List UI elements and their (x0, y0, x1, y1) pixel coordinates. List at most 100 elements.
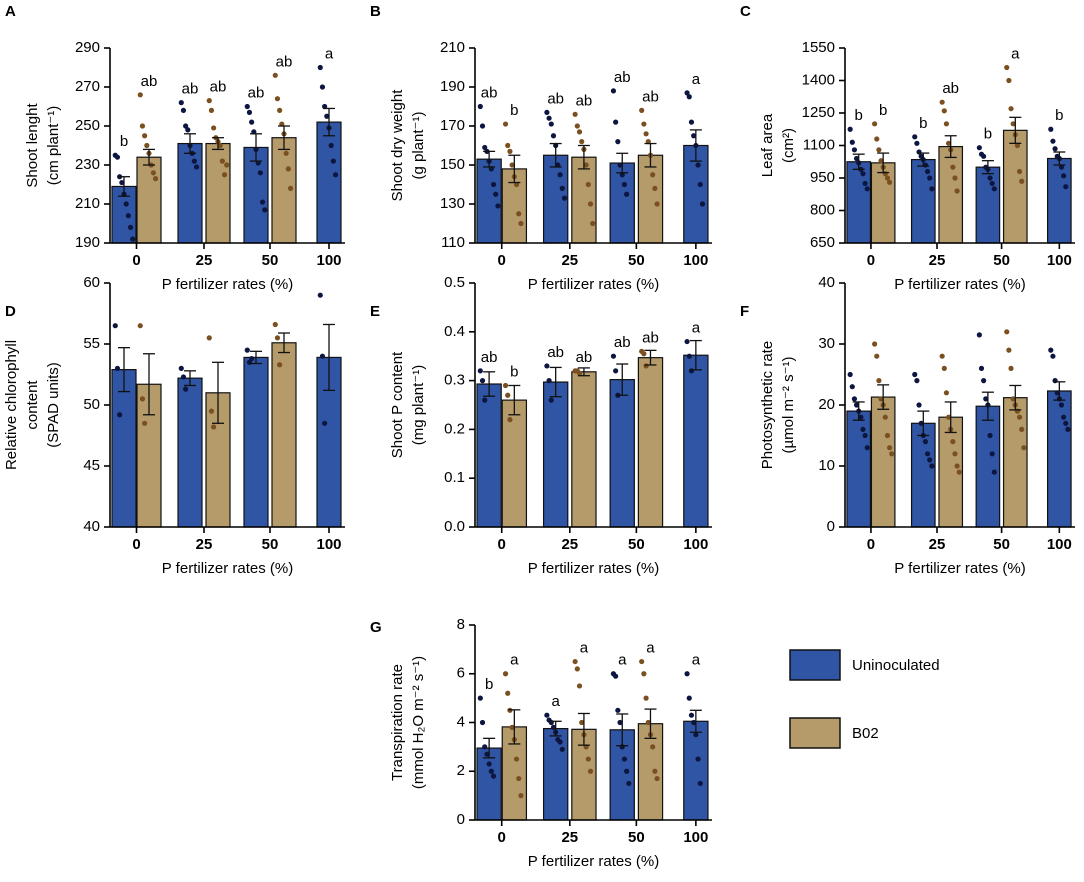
x-axis-label: P fertilizer rates (%) (894, 276, 1025, 293)
data-point (585, 181, 591, 188)
data-point (1054, 390, 1060, 396)
data-point (693, 732, 699, 738)
data-point (482, 744, 488, 750)
data-point (849, 139, 855, 145)
significance-letter: ab (642, 329, 659, 346)
data-point (285, 166, 291, 172)
y-tick-label: 190 (75, 234, 100, 251)
significance-letter: b (1055, 107, 1063, 124)
bar (243, 356, 269, 528)
data-point (114, 154, 121, 160)
data-point (583, 162, 589, 168)
data-point (695, 162, 701, 168)
data-point (513, 756, 520, 762)
data-point (922, 439, 929, 445)
data-point (617, 719, 623, 726)
data-point (929, 463, 935, 469)
data-point (490, 181, 497, 188)
data-point (954, 188, 960, 194)
data-point (691, 719, 697, 726)
bar (177, 142, 203, 244)
y-tick-label: 210 (75, 195, 100, 212)
data-point (991, 469, 997, 475)
bar (177, 377, 203, 528)
data-point (319, 353, 326, 359)
data-point (142, 420, 148, 426)
data-point (221, 172, 228, 178)
data-point (989, 451, 995, 457)
y-tick-label: 1250 (802, 104, 835, 121)
bar (542, 381, 569, 528)
data-point (272, 321, 278, 328)
data-point (330, 158, 336, 164)
data-point (686, 695, 692, 701)
data-point (246, 109, 253, 115)
x-axis-label: P fertilizer rates (%) (162, 560, 293, 577)
data-point (502, 671, 509, 677)
panel-letter: C (740, 3, 751, 20)
x-tick-label: 50 (628, 829, 645, 846)
data-point (918, 420, 924, 426)
data-point (884, 175, 891, 181)
data-point (505, 690, 511, 696)
bar (637, 357, 664, 528)
data-point (208, 107, 215, 113)
data-point (987, 175, 993, 181)
data-point (142, 133, 148, 139)
y-axis-label: (cm²) (780, 128, 797, 163)
data-point (643, 695, 649, 701)
x-tick-label: 0 (498, 252, 506, 269)
x-tick-label: 25 (196, 536, 213, 553)
data-point (654, 201, 660, 207)
data-point (688, 368, 695, 374)
bar (975, 405, 1001, 528)
legend: Uninoculated B02 (789, 649, 940, 749)
significance-letter: ab (547, 344, 564, 361)
data-point (695, 756, 701, 762)
significance-letter: ab (576, 349, 593, 366)
data-point (645, 719, 651, 726)
bar (1046, 390, 1072, 528)
panel-letter: B (370, 3, 381, 20)
data-point (572, 111, 578, 117)
data-point (991, 186, 997, 192)
data-point (864, 445, 870, 451)
significance-letter: b (919, 115, 927, 132)
y-tick-label: 0.2 (444, 420, 465, 437)
y-tick-label: 8 (457, 616, 465, 633)
data-point (550, 133, 557, 139)
significance-letter: ab (182, 81, 199, 98)
significance-letter: a (325, 45, 334, 62)
data-point (574, 123, 580, 129)
bar (683, 354, 709, 528)
y-axis-label: Leaf area (759, 113, 776, 177)
data-point (317, 292, 323, 298)
y-tick-label: 0.0 (444, 518, 465, 535)
data-point (889, 451, 895, 457)
x-tick-label: 0 (867, 536, 875, 553)
significance-letter: a (1011, 45, 1020, 62)
bar (476, 747, 502, 821)
bar (271, 342, 297, 528)
data-point (114, 365, 121, 371)
x-tick-label: 0 (498, 536, 506, 553)
data-point (621, 181, 628, 188)
data-point (119, 179, 125, 186)
data-point (952, 451, 958, 457)
y-tick-label: 170 (440, 117, 465, 134)
data-point (924, 168, 931, 175)
data-point (490, 773, 497, 779)
data-point (561, 195, 568, 201)
y-axis-label: Shoot lenght (24, 103, 41, 188)
data-point (939, 353, 945, 359)
data-point (587, 201, 594, 207)
data-point (884, 432, 891, 439)
data-point (643, 363, 649, 369)
data-point (548, 121, 554, 127)
y-tick-label: 0.1 (444, 469, 465, 486)
data-point (976, 332, 982, 338)
data-point (1052, 146, 1058, 152)
bar (316, 121, 342, 244)
data-point (613, 673, 619, 679)
y-tick-label: 190 (440, 78, 465, 95)
